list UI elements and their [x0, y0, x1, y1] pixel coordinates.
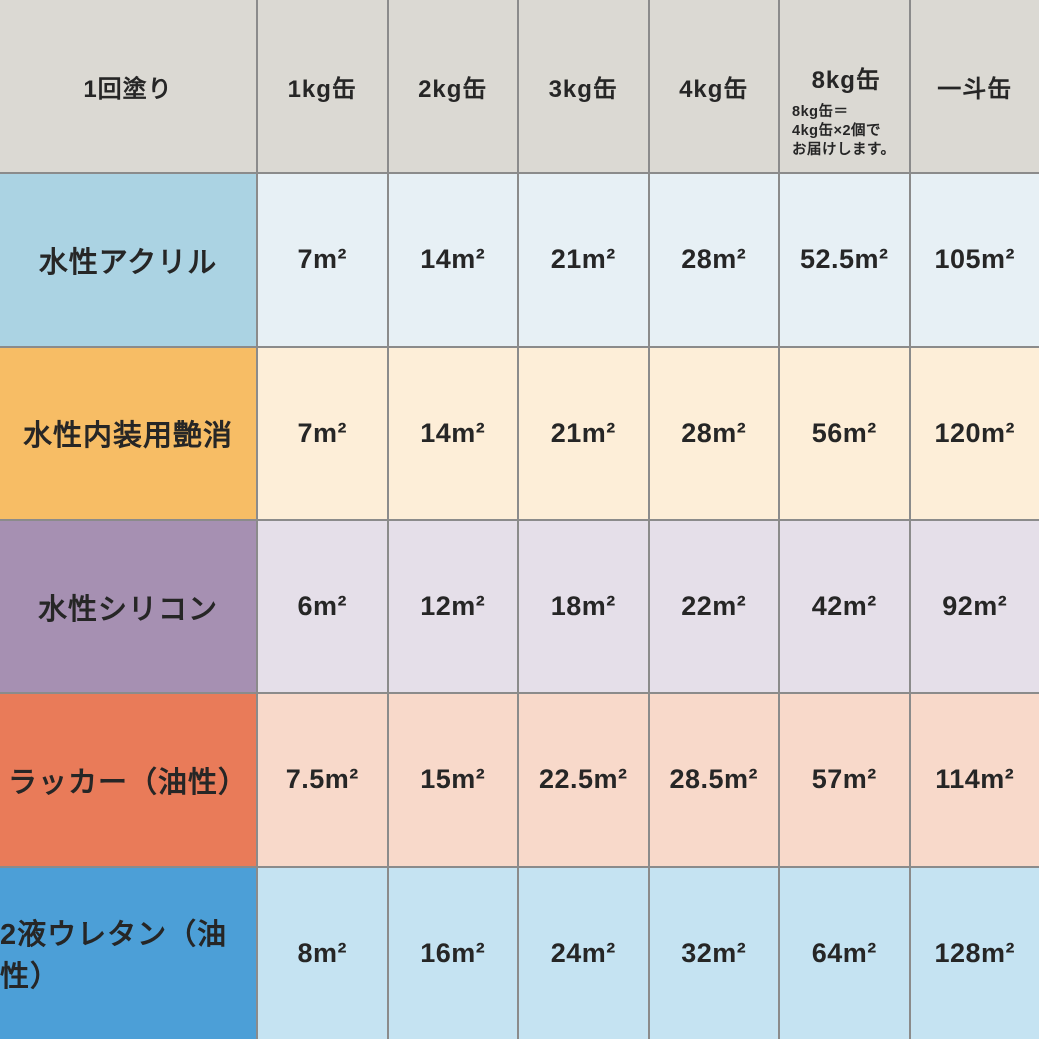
coverage-value: 42m²	[811, 591, 877, 622]
coverage-value: 28.5m²	[669, 764, 759, 795]
coverage-value: 22m²	[681, 591, 747, 622]
coverage-value: 56m²	[811, 417, 877, 448]
note-line: 8kg缶＝	[792, 104, 849, 120]
header-label: 8kg缶	[811, 67, 881, 94]
header-label: 1kg缶	[287, 75, 357, 103]
coverage-cell: 42m²	[780, 520, 909, 693]
row-label-text: 水性内装用艶消	[22, 420, 233, 453]
coverage-value: 24m²	[550, 937, 616, 968]
header-cell-2kg: 2kg缶	[388, 0, 517, 173]
coverage-value: 6m²	[297, 591, 347, 622]
coverage-cell: 21m²	[519, 347, 648, 519]
coverage-cell: 7.5m²	[258, 694, 387, 866]
header-cell-4kg: 4kg缶	[649, 0, 778, 173]
coverage-value: 57m²	[811, 764, 877, 795]
row-label-text: 水性アクリル	[38, 246, 218, 279]
coverage-cell: 128m²	[910, 867, 1039, 1039]
coverage-cell: 105m²	[910, 174, 1039, 346]
coverage-value: 21m²	[550, 417, 616, 448]
row-label-suisei-naisou: 水性内装用艶消	[0, 347, 256, 519]
coverage-cell: 14m²	[388, 174, 517, 346]
coverage-cell: 21m²	[519, 174, 648, 346]
coverage-cell: 7m²	[258, 174, 387, 346]
coverage-cell: 28.5m²	[649, 694, 778, 866]
coverage-cell: 14m²	[388, 347, 517, 519]
coverage-value: 18m²	[550, 591, 616, 622]
coverage-cell: 6m²	[258, 520, 387, 693]
coverage-value: 105m²	[934, 244, 1016, 275]
note-line: お届けします。	[792, 142, 896, 159]
coverage-cell: 28m²	[649, 174, 778, 346]
row-label-lacquer: ラッカー（油性）	[0, 694, 256, 866]
header-label: 4kg缶	[679, 75, 749, 103]
coverage-cell: 15m²	[388, 694, 517, 866]
coverage-value: 128m²	[934, 937, 1016, 968]
coverage-value: 7m²	[297, 244, 347, 275]
coverage-cell: 12m²	[388, 520, 517, 693]
coverage-cell: 32m²	[649, 867, 778, 1039]
coverage-cell: 22m²	[649, 520, 778, 693]
coverage-cell: 18m²	[519, 520, 648, 693]
header-cell-issho: 一斗缶	[910, 0, 1039, 173]
coverage-cell: 7m²	[258, 347, 387, 519]
coverage-cell: 64m²	[780, 867, 909, 1039]
coverage-value: 7m²	[297, 417, 347, 448]
coverage-cell: 56m²	[780, 347, 909, 519]
row-label-text: 2液ウレタン（油性）	[0, 919, 228, 994]
coverage-value: 114m²	[935, 764, 1015, 795]
coverage-value: 22.5m²	[538, 764, 628, 795]
coverage-value: 21m²	[550, 244, 616, 275]
header-label: 1回塗り	[83, 75, 173, 103]
coverage-value: 8m²	[297, 937, 347, 968]
coverage-value: 14m²	[420, 417, 486, 448]
row-label-suisei-silicon: 水性シリコン	[0, 520, 256, 693]
header-cell-3kg: 3kg缶	[519, 0, 648, 173]
coverage-value: 28m²	[681, 417, 747, 448]
coverage-cell: 8m²	[258, 867, 387, 1039]
note-line: 4kg缶×2個で	[792, 123, 882, 140]
coverage-value: 92m²	[942, 591, 1008, 622]
coverage-cell: 52.5m²	[780, 174, 909, 346]
coverage-value: 52.5m²	[799, 244, 889, 275]
coverage-value: 120m²	[934, 417, 1016, 448]
coverage-cell: 16m²	[388, 867, 517, 1039]
coverage-cell: 57m²	[780, 694, 909, 866]
row-label-urethane: 2液ウレタン（油性）	[0, 867, 256, 1039]
coverage-value: 15m²	[420, 764, 486, 795]
row-label-text: ラッカー（油性）	[7, 766, 248, 799]
header-8kg-note: 8kg缶＝ 4kg缶×2個で お届けします。	[792, 103, 896, 160]
coverage-cell: 114m²	[910, 694, 1039, 866]
coverage-cell: 92m²	[910, 520, 1039, 693]
coverage-cell: 24m²	[519, 867, 648, 1039]
coverage-value: 14m²	[420, 244, 486, 275]
header-label: 3kg缶	[548, 75, 618, 103]
coverage-value: 28m²	[681, 244, 747, 275]
coverage-cell: 120m²	[910, 347, 1039, 519]
coverage-value: 32m²	[681, 937, 747, 968]
coverage-value: 12m²	[420, 591, 486, 622]
coverage-value: 64m²	[811, 937, 877, 968]
row-label-suisei-acrylic: 水性アクリル	[0, 174, 256, 346]
header-cell-coats: 1回塗り	[0, 0, 256, 173]
coverage-cell: 28m²	[649, 347, 778, 519]
coverage-value: 16m²	[420, 937, 486, 968]
row-label-text: 水性シリコン	[37, 593, 218, 626]
coverage-value: 7.5m²	[285, 764, 359, 795]
header-label: 一斗缶	[937, 75, 1013, 103]
header-label: 2kg缶	[418, 75, 488, 103]
header-cell-1kg: 1kg缶	[258, 0, 387, 173]
coverage-cell: 22.5m²	[519, 694, 648, 866]
header-cell-8kg: 8kg缶 8kg缶＝ 4kg缶×2個で お届けします。	[780, 0, 909, 173]
